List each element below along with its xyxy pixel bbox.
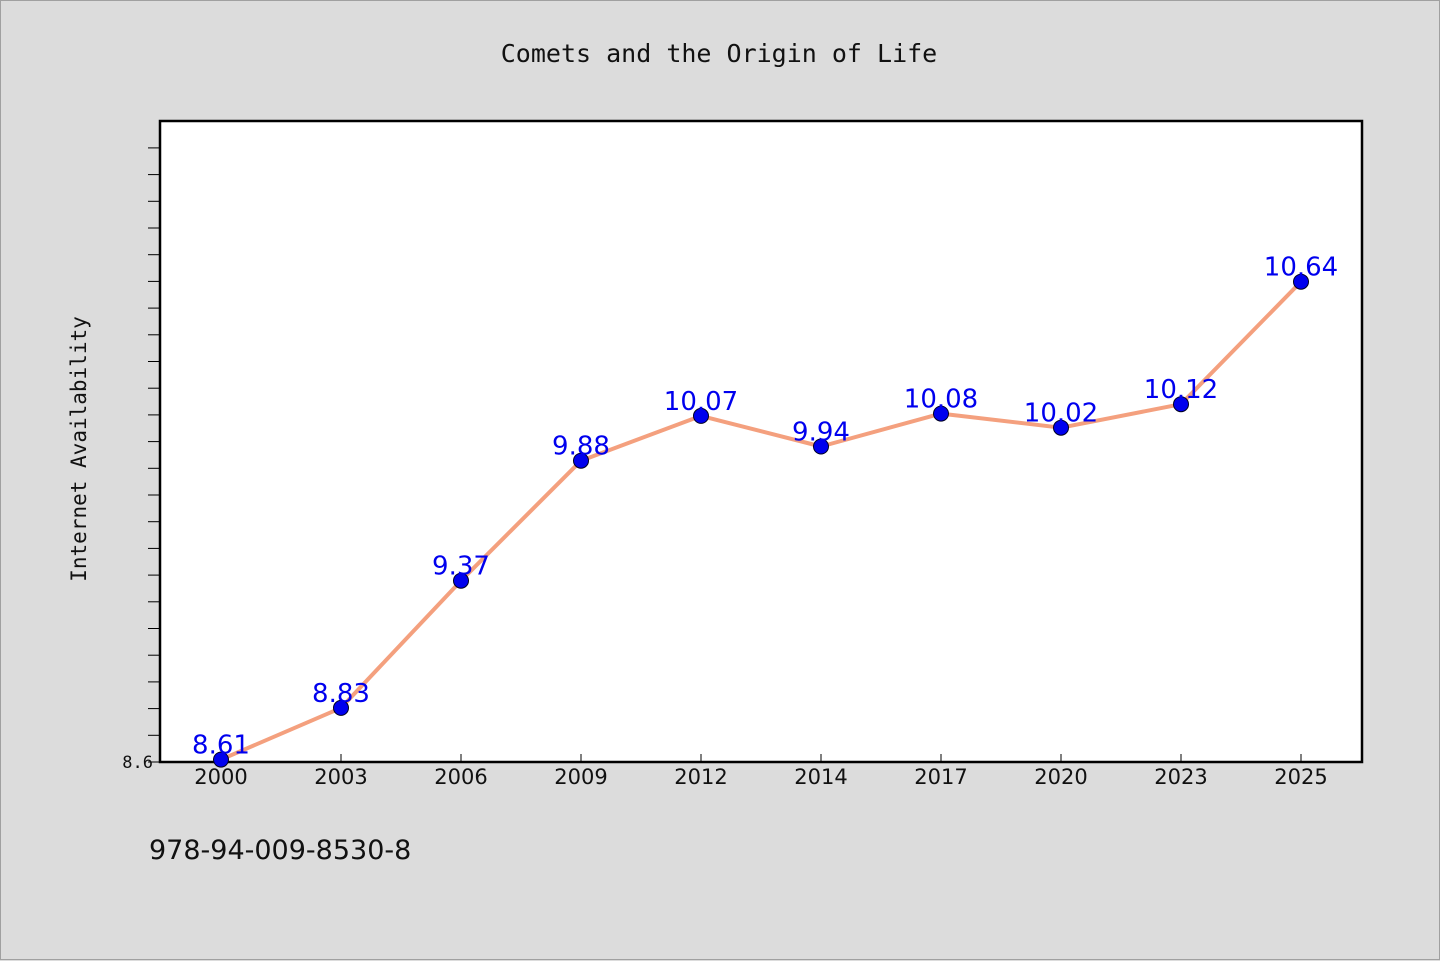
x-tick-label: 2020: [1034, 765, 1087, 789]
x-tick-label: 2017: [914, 765, 967, 789]
y-tick-label: 8.6: [122, 753, 153, 773]
y-axis-label: Internet Availability: [67, 316, 91, 582]
data-point: [453, 572, 469, 589]
x-tick-label: 2003: [314, 765, 367, 789]
isbn-text: 978-94-009-8530-8: [149, 835, 412, 866]
data-label: 10.64: [1264, 253, 1338, 283]
data-point: [1173, 396, 1189, 413]
data-point: [693, 407, 709, 424]
x-tick-label: 2006: [434, 765, 487, 789]
data-label: 8.83: [312, 679, 370, 709]
x-tick-label: 2014: [794, 765, 847, 789]
y-tick-labels: 8.6: [122, 753, 153, 773]
x-tick-labels: 2000 2003 2006 2009 2012 2014 2017 2020 2023 2025: [194, 765, 1327, 789]
data-point: [573, 452, 589, 469]
data-label: 9.37: [432, 552, 490, 582]
data-point: [813, 438, 829, 455]
data-labels-layer: 8.61 8.83 9.37 9.88 10.07 9.94 10.08 10.02 10.12…: [192, 253, 1338, 761]
chart-title: Comets and the Origin of Life: [501, 39, 938, 68]
series-line: [220, 280, 1303, 762]
data-point: [213, 751, 229, 768]
data-point: [1293, 273, 1309, 290]
data-label: 10.02: [1024, 399, 1098, 429]
x-tick-label: 2000: [194, 765, 247, 789]
x-tick-label: 2009: [554, 765, 607, 789]
x-tick-label: 2012: [674, 765, 727, 789]
points-layer: [213, 273, 1309, 768]
data-label: 9.94: [792, 418, 850, 448]
data-label: 8.61: [192, 731, 250, 761]
data-point: [333, 699, 349, 716]
data-point: [1053, 419, 1069, 436]
x-tick-label: 2023: [1154, 765, 1207, 789]
x-tick-label: 2025: [1274, 765, 1327, 789]
data-label: 10.12: [1144, 375, 1218, 405]
series-layer: [220, 280, 1303, 762]
data-label: 9.88: [552, 432, 610, 462]
data-label: 10.07: [664, 387, 738, 417]
data-point: [933, 405, 949, 422]
plot-area: [158, 119, 1364, 764]
data-label: 10.08: [904, 385, 978, 415]
